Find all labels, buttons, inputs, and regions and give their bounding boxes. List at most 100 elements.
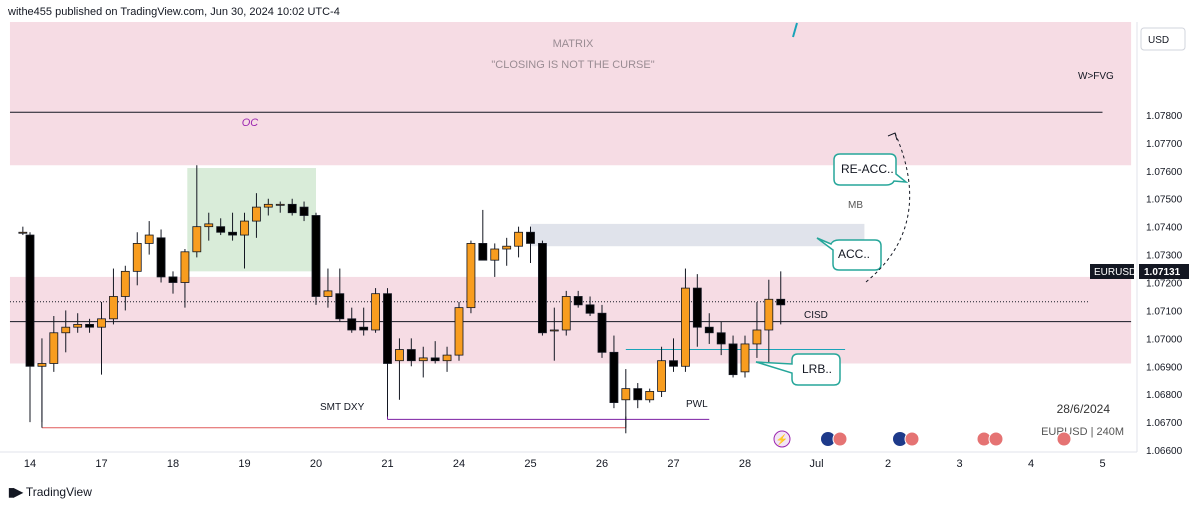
- candle: [490, 243, 500, 277]
- time-axis[interactable]: 14 17 18 19 20 21 24 25 26 27 28 Jul 2 3 4 5: [0, 451, 1137, 470]
- candle-body: [442, 354, 452, 362]
- price-tick-label: 1.06900: [1146, 362, 1183, 373]
- candle: [395, 338, 404, 400]
- price-tick-label: 1.06700: [1146, 418, 1183, 429]
- price-tick-label: 1.07600: [1146, 167, 1183, 178]
- candle: [144, 221, 154, 255]
- candle: [502, 237, 512, 266]
- tradingview-logo-icon: ▮▶: [8, 485, 23, 499]
- price-axis[interactable]: USD 1.078001.077001.076001.075001.074001…: [1090, 22, 1189, 457]
- candle-body: [37, 363, 47, 367]
- candle: [561, 290, 571, 336]
- candle: [61, 310, 71, 353]
- zone-mb: [530, 223, 865, 247]
- candle: [669, 338, 678, 372]
- last-price-text: 1.07131: [1144, 267, 1181, 278]
- flash-event-icon[interactable]: [773, 430, 791, 448]
- candle-body: [669, 360, 678, 367]
- candle: [514, 226, 523, 258]
- candle: [299, 201, 309, 222]
- date-tick-label: 18: [167, 458, 179, 470]
- candlestick-chart[interactable]: MATRIX "CLOSING IS NOT THE CURSE" W>FVG …: [0, 0, 1200, 480]
- candle: [538, 240, 547, 336]
- price-tick-label: 1.06600: [1146, 446, 1183, 457]
- us-flag-icon[interactable]: [832, 431, 848, 447]
- candle: [573, 290, 583, 308]
- candle: [275, 201, 285, 213]
- candle-body: [263, 203, 273, 208]
- us-flag-icon[interactable]: [988, 431, 1004, 447]
- tradingview-logo[interactable]: ▮▶ TradingView: [8, 485, 92, 499]
- matrix-quote: "CLOSING IS NOT THE CURSE": [491, 59, 654, 71]
- eu-flag-icon[interactable]: [893, 432, 907, 446]
- candle: [37, 338, 47, 423]
- candles-layer: [18, 165, 786, 434]
- us-flag-icon[interactable]: [1056, 431, 1072, 447]
- candle-body: [371, 293, 380, 331]
- candle: [180, 249, 190, 308]
- candle-body: [192, 226, 202, 253]
- candle: [549, 307, 559, 361]
- candle: [168, 271, 178, 294]
- candle-body: [228, 231, 237, 236]
- callout-reacc-text: RE-ACC..: [841, 162, 894, 176]
- candle: [347, 307, 357, 333]
- date-tick-label: 27: [667, 458, 679, 470]
- candle-body: [144, 234, 154, 244]
- symbol-watermark: EURUSD | 240M: [1041, 426, 1124, 438]
- candle-body: [645, 391, 655, 401]
- date-tick-label: 28: [739, 458, 751, 470]
- candle: [240, 212, 249, 269]
- currency-button[interactable]: [1140, 27, 1186, 51]
- price-tick-label: 1.07300: [1146, 251, 1183, 262]
- candle: [454, 302, 464, 361]
- callout-reacc: RE-ACC..: [833, 153, 909, 186]
- candle-body: [538, 243, 547, 334]
- publish-info: withe455 published on TradingView.com, J…: [8, 6, 340, 18]
- event-icons[interactable]: ⚡: [773, 430, 1072, 448]
- candle-body: [526, 231, 535, 244]
- candle: [621, 369, 631, 434]
- candle: [466, 240, 476, 314]
- zone-matrix: [9, 22, 1132, 166]
- teal-stroke: [792, 22, 798, 38]
- candle-body: [681, 287, 690, 367]
- candle: [728, 335, 738, 378]
- candle-body: [395, 349, 404, 362]
- candle-body: [514, 231, 523, 247]
- date-tick-label: 19: [238, 458, 250, 470]
- date-tick-label: 2: [885, 458, 891, 470]
- candle-body: [502, 245, 512, 250]
- candle: [252, 193, 261, 238]
- candle-body: [609, 351, 619, 403]
- us-flag-icon[interactable]: [904, 431, 920, 447]
- candle: [764, 279, 774, 364]
- candle: [156, 229, 166, 283]
- price-tick-label: 1.07800: [1146, 111, 1183, 122]
- candle-body: [764, 298, 774, 331]
- oc-label: OC: [242, 117, 259, 129]
- candle: [228, 212, 237, 241]
- candle-body: [120, 270, 130, 297]
- candle: [406, 338, 416, 367]
- candle: [73, 313, 83, 333]
- currency-label: USD: [1148, 35, 1169, 46]
- candle: [132, 232, 142, 286]
- price-tick-label: 1.06800: [1146, 390, 1183, 401]
- date-tick-label: 26: [596, 458, 608, 470]
- candle-body: [25, 234, 35, 367]
- candle: [597, 304, 607, 358]
- candle: [204, 212, 214, 241]
- candle-body: [61, 326, 71, 334]
- candle: [430, 341, 440, 364]
- date-tick-label: 14: [24, 458, 36, 470]
- candle-body: [383, 293, 392, 364]
- candle-body: [275, 203, 285, 206]
- candle-body: [490, 248, 500, 261]
- candle-body: [73, 323, 83, 328]
- price-tick-label: 1.07200: [1146, 279, 1183, 290]
- candle: [609, 335, 619, 409]
- eu-flag-icon[interactable]: [821, 432, 835, 446]
- candle-body: [597, 312, 607, 353]
- candle: [263, 198, 273, 216]
